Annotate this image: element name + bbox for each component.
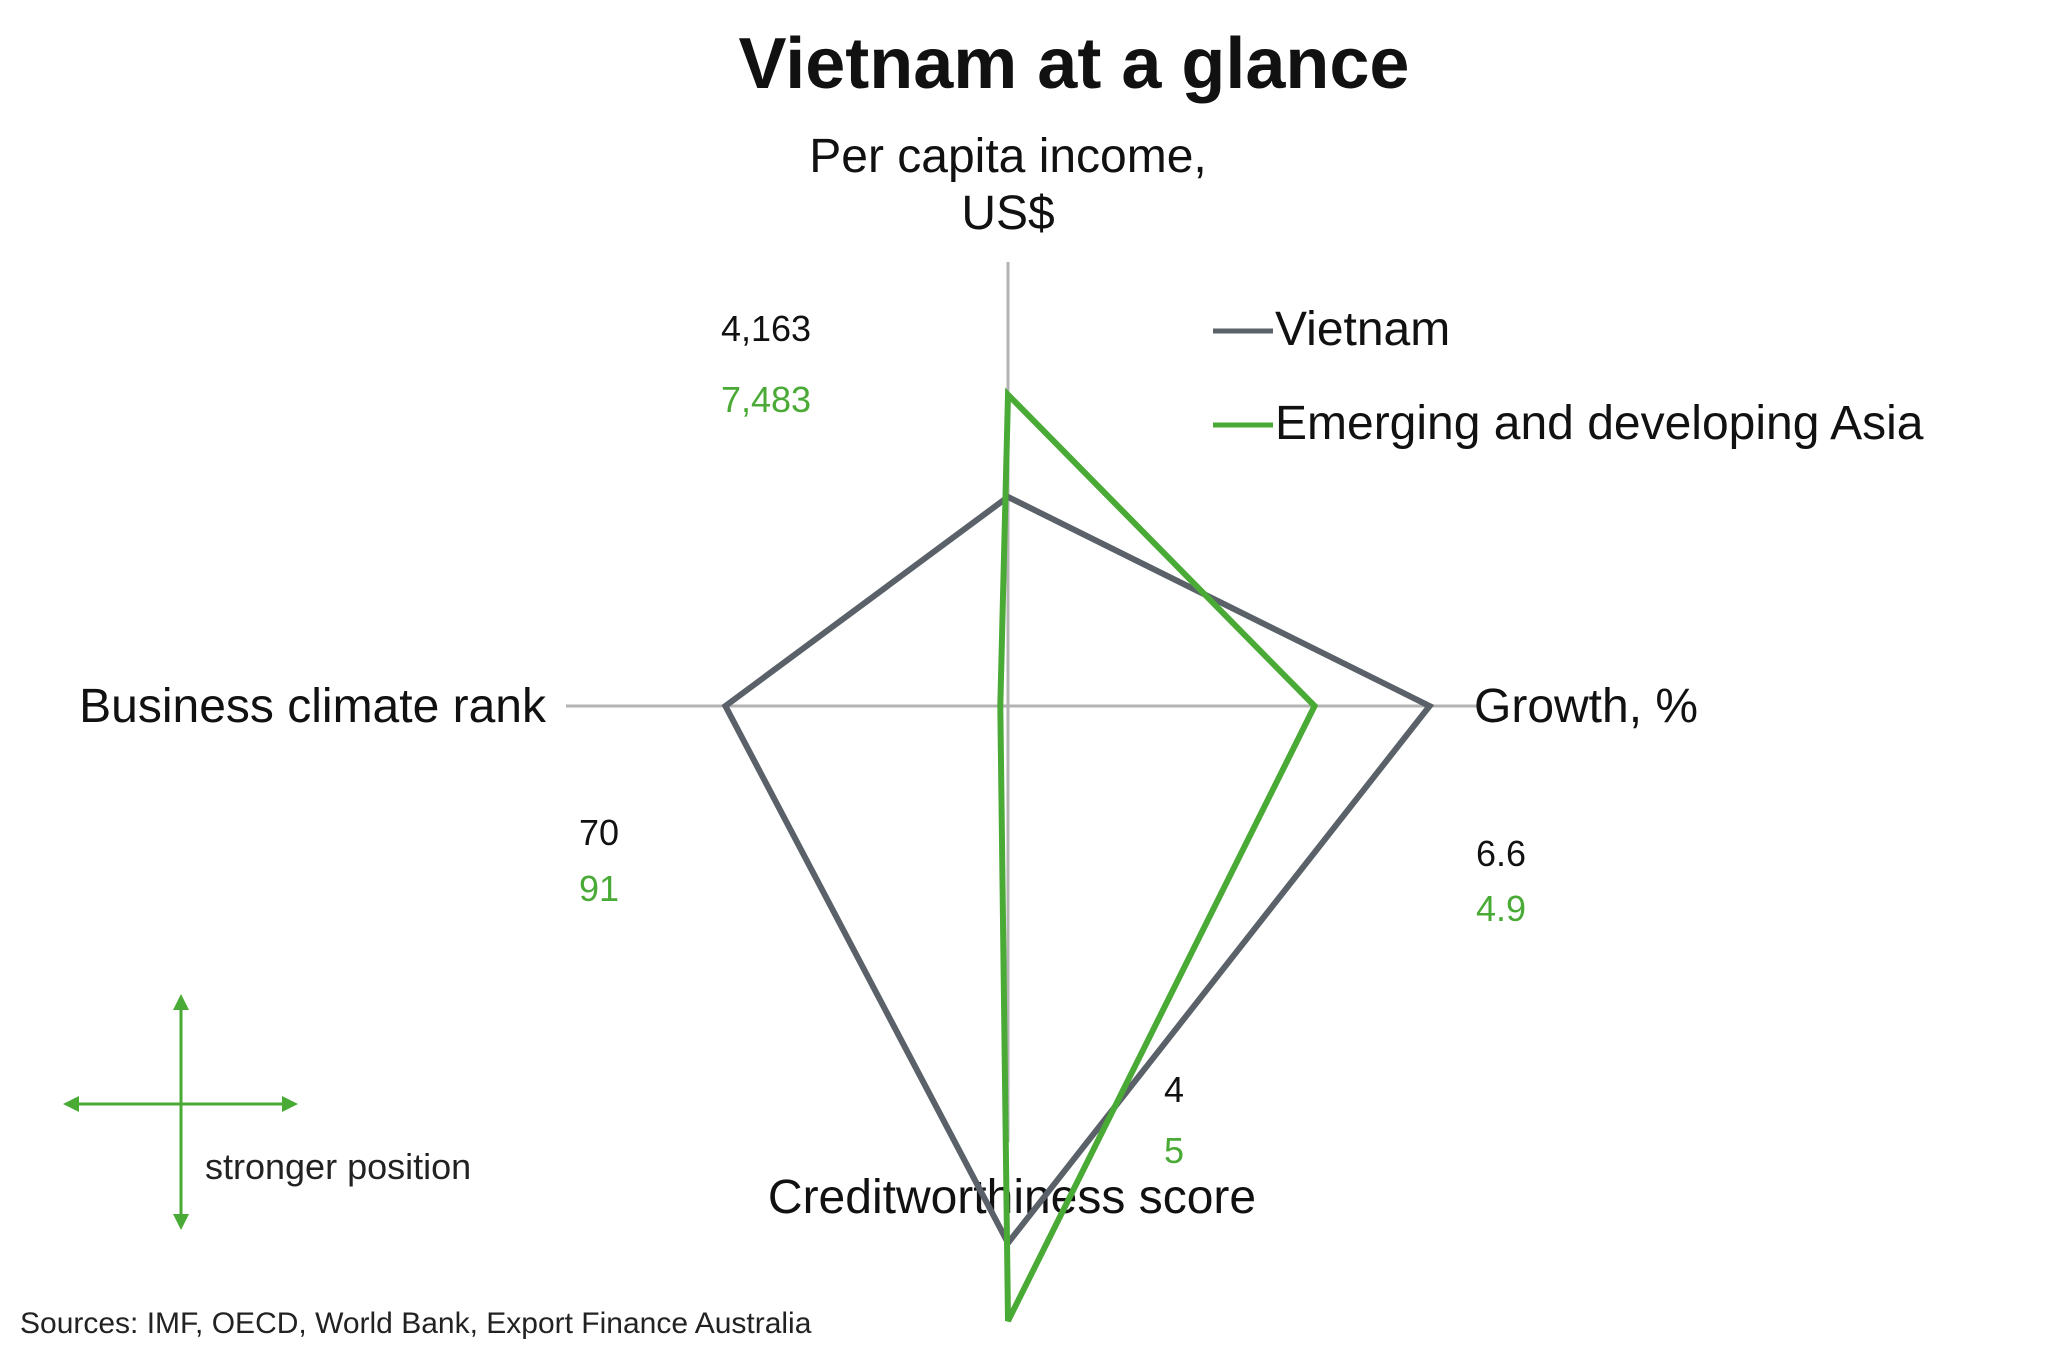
data-label-asia-business: 91 bbox=[579, 868, 619, 909]
axis-label-growth: Growth, % bbox=[1474, 680, 1698, 733]
arrowhead-up bbox=[173, 994, 189, 1010]
axis-label-credit: Creditworthiness score bbox=[768, 1171, 1256, 1224]
axis-label-business: Business climate rank bbox=[79, 680, 547, 733]
arrowhead-down bbox=[173, 1214, 189, 1230]
chart-title: Vietnam at a glance bbox=[739, 24, 1410, 104]
legend-label-emerging-asia: Emerging and developing Asia bbox=[1275, 397, 1924, 450]
data-label-vietnam-credit: 4 bbox=[1164, 1069, 1184, 1110]
direction-arrows-icon bbox=[63, 994, 298, 1230]
data-label-vietnam-income: 4,163 bbox=[721, 308, 811, 349]
data-label-vietnam-growth: 6.6 bbox=[1476, 833, 1526, 874]
arrowhead-left bbox=[63, 1096, 79, 1112]
data-label-asia-credit: 5 bbox=[1164, 1130, 1184, 1171]
source-note: Sources: IMF, OECD, World Bank, Export F… bbox=[20, 1307, 812, 1340]
legend-label-vietnam: Vietnam bbox=[1275, 303, 1450, 356]
arrowhead-right bbox=[282, 1096, 298, 1112]
data-label-vietnam-business: 70 bbox=[579, 812, 619, 853]
direction-note: stronger position bbox=[205, 1146, 471, 1187]
series-vietnam-polygon bbox=[721, 493, 1435, 1249]
series-emerging-asia-polygon bbox=[997, 387, 1319, 1323]
legend: Vietnam Emerging and developing Asia bbox=[1213, 303, 1924, 450]
data-label-asia-income: 7,483 bbox=[721, 379, 811, 420]
axis-label-income-line-1: Per capita income, bbox=[809, 130, 1207, 183]
data-label-asia-growth: 4.9 bbox=[1476, 888, 1526, 929]
axis-label-income-line-2: US$ bbox=[961, 187, 1054, 240]
